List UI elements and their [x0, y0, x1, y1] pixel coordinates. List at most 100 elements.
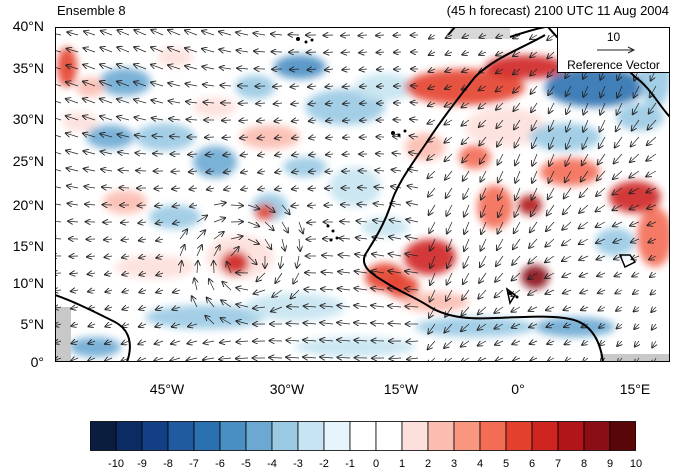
wind-vector [614, 153, 623, 164]
wind-vector [66, 116, 79, 121]
wind-vector [444, 323, 453, 333]
wind-vector [223, 137, 232, 138]
colorbar-label: 0 [372, 458, 380, 470]
anomaly-patch [221, 251, 249, 275]
wind-vector [67, 49, 79, 52]
wind-vector [196, 230, 205, 240]
wind-vector [480, 255, 487, 267]
wind-vector [631, 239, 640, 242]
wind-vector [134, 47, 147, 53]
wind-vector [202, 31, 215, 36]
wind-vector [630, 222, 640, 226]
wind-vector [71, 341, 79, 344]
colorbar-swatch [245, 421, 273, 451]
wind-vector [406, 219, 419, 222]
wind-vector [446, 204, 453, 216]
wind-vector [66, 168, 79, 171]
wind-vector [464, 238, 470, 251]
colorbar-swatch [271, 421, 299, 451]
wind-vector [631, 136, 640, 147]
wind-vector [429, 221, 436, 233]
x-tick-label: 45°W [149, 381, 185, 397]
wind-vector [407, 203, 419, 206]
wind-vector [325, 188, 334, 189]
wind-vector [209, 279, 215, 291]
wind-vector [84, 186, 96, 188]
wind-vector [83, 116, 96, 120]
wind-vector [325, 69, 334, 70]
wind-vector [547, 204, 555, 215]
wind-vector [101, 151, 113, 154]
wind-vector [102, 187, 113, 188]
x-tick-label: 15°W [383, 381, 419, 397]
wind-vector [564, 324, 572, 327]
wind-vector [579, 256, 589, 260]
wind-vector [88, 273, 96, 274]
wind-vector [87, 256, 96, 257]
wind-vector [531, 204, 538, 216]
wind-vector [354, 288, 368, 290]
wind-vector [271, 306, 283, 312]
wind-vector [83, 82, 96, 87]
wind-vector [202, 49, 215, 52]
wind-vector [236, 288, 249, 290]
wind-vector [374, 204, 385, 206]
y-tick-label: 0° [30, 354, 44, 370]
wind-vector [649, 256, 657, 260]
wind-vector [153, 154, 164, 155]
wind-vector [650, 85, 657, 97]
wind-vector [136, 171, 147, 172]
wind-vector [428, 103, 436, 106]
wind-vector [100, 47, 113, 53]
wind-vector [100, 81, 113, 87]
wind-vector [297, 255, 299, 268]
wind-vector [154, 188, 164, 189]
wind-vector [185, 66, 198, 69]
wind-vector [204, 341, 215, 343]
wind-vector [101, 31, 113, 36]
wind-vector [647, 205, 657, 209]
wind-vector [256, 272, 266, 281]
wind-vector [632, 119, 640, 131]
wind-vector [513, 358, 521, 361]
wind-vector [156, 273, 164, 275]
wind-vector [322, 272, 334, 273]
canary-cape-verde-islands [296, 37, 519, 299]
wind-vector [360, 103, 368, 104]
colorbar-label: -8 [163, 458, 173, 470]
wind-vector [613, 187, 623, 195]
colorbar-swatch [90, 421, 117, 451]
wind-vector [122, 273, 130, 275]
wind-vector [247, 205, 259, 209]
wind-vector [646, 170, 657, 177]
wind-vector [635, 340, 639, 347]
wind-vector [230, 205, 243, 206]
wind-vector [616, 119, 623, 131]
wind-vector [173, 222, 181, 224]
wind-vector [340, 221, 351, 222]
wind-vector [495, 324, 504, 329]
colorbar-label: -7 [189, 458, 199, 470]
colorbar-swatch [141, 421, 169, 451]
wind-vector [547, 324, 555, 327]
anomaly-patch [616, 103, 664, 131]
wind-vector [185, 84, 198, 86]
wind-vector [324, 52, 334, 53]
wind-vector [203, 358, 215, 360]
wind-vector [219, 49, 232, 52]
colorbar-label: -5 [241, 458, 251, 470]
wind-vector [304, 289, 317, 290]
wind-vector [498, 170, 504, 182]
wind-vector [360, 120, 368, 121]
wind-vector [445, 69, 453, 72]
wind-vector [445, 103, 453, 107]
wind-vector [461, 323, 470, 331]
colorbar-label: 10 [629, 458, 643, 470]
wind-vector [444, 357, 453, 362]
wind-vector [549, 102, 555, 113]
wind-vector [390, 203, 402, 205]
wind-vector [462, 69, 470, 72]
wind-vector [563, 307, 572, 310]
wind-vector [479, 52, 487, 55]
wind-vector [599, 324, 606, 328]
